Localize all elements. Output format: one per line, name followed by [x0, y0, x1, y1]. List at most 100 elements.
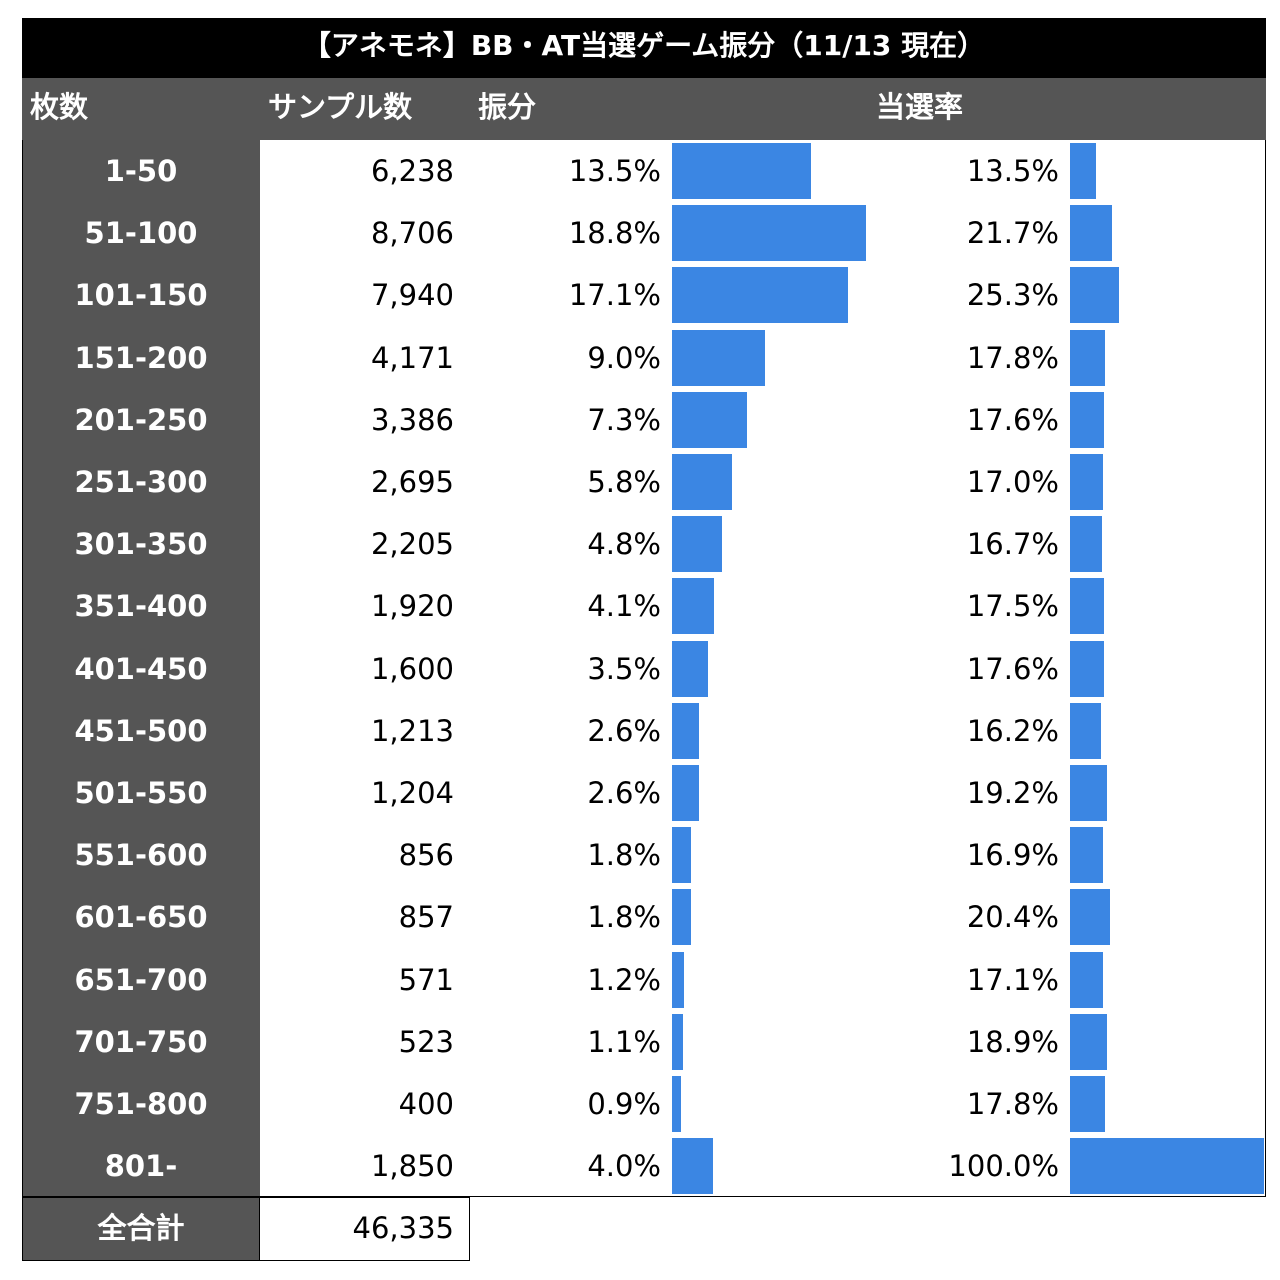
rate-cell: 17.8% [966, 1087, 1059, 1121]
header-cell: 当選率 [876, 90, 964, 124]
share-cell: 2.6% [587, 776, 661, 810]
share-cell: 1.2% [587, 962, 661, 997]
share-bar [672, 391, 748, 448]
rate-bar [1070, 205, 1113, 262]
sample-cell: 2,695 [370, 465, 454, 499]
range-cell: 651-700 [74, 962, 208, 997]
rate-cell: 100.0% [948, 1149, 1059, 1184]
rate-bar [1070, 951, 1104, 1008]
share-cell: 1.8% [587, 900, 661, 935]
header-bar [22, 78, 1266, 140]
range-cell: 801- [104, 1149, 178, 1184]
rate-bar [1070, 143, 1097, 199]
rate-cell: 20.4% [966, 900, 1059, 935]
total-label-cell [22, 1197, 260, 1262]
share-cell: 2.6% [587, 713, 661, 748]
sample-cell: 8,706 [370, 216, 454, 251]
sample-cell: 1,850 [370, 1149, 454, 1184]
share-cell: 1.8% [587, 838, 661, 873]
share-bar [672, 765, 699, 821]
total-label: 全合計 [97, 1211, 185, 1246]
rate-bar [1070, 1076, 1105, 1132]
rate-cell: 17.6% [966, 651, 1059, 686]
share-cell: 9.0% [587, 340, 661, 375]
header-cell: サンプル数 [268, 90, 413, 124]
rate-bar [1070, 702, 1102, 759]
range-cell: 251-300 [74, 465, 208, 499]
range-cell: 451-500 [74, 713, 208, 748]
sample-cell: 571 [398, 962, 454, 997]
sample-cell: 6,238 [370, 154, 454, 188]
rate-cell: 13.5% [966, 154, 1059, 188]
header-cell: 振分 [478, 90, 537, 124]
share-bar [672, 889, 691, 946]
share-cell: 7.3% [587, 402, 661, 437]
table-border [22, 140, 1266, 1198]
range-cell: 151-200 [74, 340, 208, 375]
share-bar [672, 516, 722, 573]
rate-cell: 21.7% [966, 216, 1059, 251]
range-cell: 601-650 [74, 900, 208, 935]
rate-cell: 25.3% [966, 278, 1059, 313]
sample-cell: 2,205 [370, 527, 454, 562]
share-bar [672, 578, 715, 635]
total-value: 46,335 [352, 1211, 454, 1246]
range-cell: 551-600 [74, 838, 208, 873]
share-cell: 4.1% [587, 589, 661, 624]
share-bar [672, 329, 765, 386]
sample-cell: 1,920 [370, 589, 454, 624]
rate-cell: 16.9% [966, 838, 1059, 873]
rate-cell: 17.5% [966, 589, 1059, 624]
rate-bar [1070, 1138, 1264, 1195]
share-bar [672, 1076, 682, 1132]
range-cell: 201-250 [74, 402, 208, 437]
sample-cell: 857 [398, 900, 454, 935]
sample-cell: 1,213 [370, 713, 454, 748]
rate-bar [1070, 765, 1108, 821]
range-cell: 301-350 [74, 527, 208, 562]
rate-bar [1070, 1013, 1107, 1070]
share-bar [672, 1138, 714, 1195]
title: 【アネモネ】BB・AT当選ゲーム振分（11/13 現在） [302, 29, 986, 62]
header-cell: 枚数 [30, 90, 89, 124]
range-cell: 501-550 [74, 776, 208, 810]
range-cell: 51-100 [84, 216, 198, 251]
rate-bar [1070, 827, 1103, 884]
range-cell: 1-50 [104, 154, 178, 188]
share-bar [672, 702, 699, 759]
rate-cell: 19.2% [966, 776, 1059, 810]
share-cell: 1.1% [587, 1024, 661, 1059]
share-bar [672, 143, 812, 199]
range-cell: 751-800 [74, 1087, 208, 1121]
rate-bar [1070, 329, 1105, 386]
share-bar [672, 267, 849, 324]
range-column [22, 140, 260, 1198]
rate-bar [1070, 640, 1105, 697]
share-cell: 3.5% [587, 651, 661, 686]
sample-cell: 1,600 [370, 651, 454, 686]
rate-cell: 18.9% [966, 1024, 1059, 1059]
share-cell: 5.8% [587, 465, 661, 499]
sample-cell: 400 [398, 1087, 454, 1121]
rate-bar [1070, 889, 1110, 946]
share-cell: 17.1% [568, 278, 661, 313]
rate-cell: 17.6% [966, 402, 1059, 437]
rate-bar [1070, 391, 1105, 448]
rate-cell: 16.2% [966, 713, 1059, 748]
share-cell: 13.5% [568, 154, 661, 188]
share-cell: 4.8% [587, 527, 661, 562]
range-cell: 401-450 [74, 651, 208, 686]
share-cell: 18.8% [568, 216, 661, 251]
rate-cell: 17.8% [966, 340, 1059, 375]
range-cell: 701-750 [74, 1024, 208, 1059]
share-bar [672, 951, 685, 1008]
sample-cell: 523 [398, 1024, 454, 1059]
range-cell: 101-150 [74, 278, 208, 313]
rate-cell: 17.0% [966, 465, 1059, 499]
title-bar [22, 18, 1266, 78]
rate-bar [1070, 267, 1120, 324]
share-cell: 0.9% [587, 1087, 661, 1121]
rate-cell: 17.1% [966, 962, 1059, 997]
sample-cell: 4,171 [370, 340, 454, 375]
